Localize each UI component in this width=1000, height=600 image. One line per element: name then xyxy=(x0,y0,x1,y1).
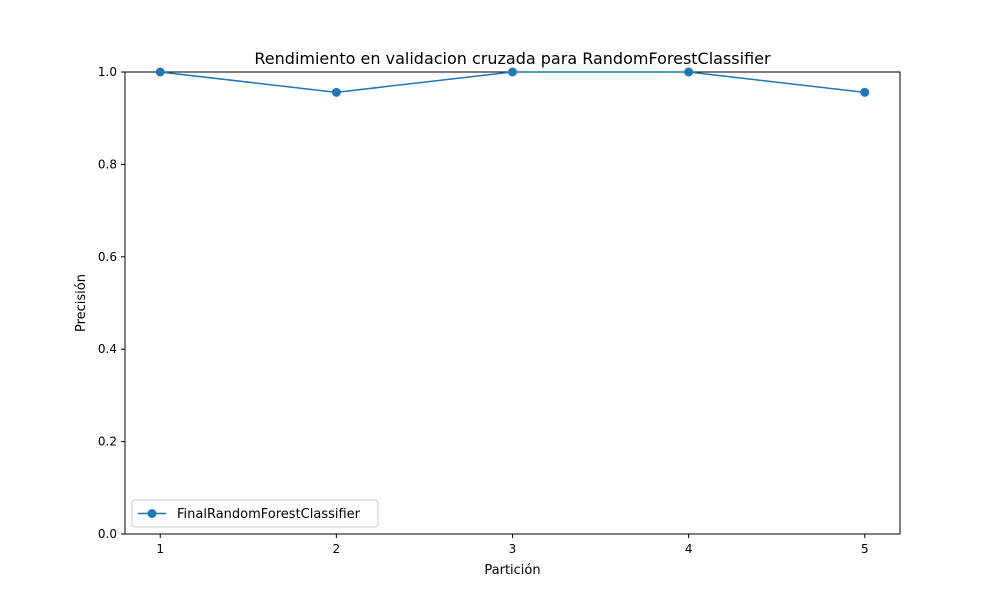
x-tick-label: 1 xyxy=(156,542,164,556)
chart-title: Rendimiento en validacion cruzada para R… xyxy=(254,49,771,68)
data-point xyxy=(155,67,165,77)
x-axis-label: Partición xyxy=(484,563,540,578)
data-point xyxy=(860,87,870,97)
data-point xyxy=(508,67,517,77)
y-axis-label: Precisión xyxy=(74,274,89,332)
y-tick-label: 0.6 xyxy=(98,250,117,264)
axes-frame xyxy=(124,71,901,535)
x-axis-ticks: 1 2 3 4 5 xyxy=(156,534,869,556)
y-tick-label: 0.4 xyxy=(98,342,117,356)
y-tick-label: 1.0 xyxy=(98,65,117,79)
x-tick-label: 4 xyxy=(685,542,693,556)
x-tick-label: 5 xyxy=(861,542,869,556)
y-tick-label: 0.2 xyxy=(98,435,117,449)
legend-entry-label: FinalRandomForestClassifier xyxy=(177,507,361,522)
data-point xyxy=(684,67,694,77)
data-point xyxy=(331,87,341,97)
x-tick-label: 2 xyxy=(333,542,341,556)
plot-area: 1 2 3 4 5 0.0 0.2 0.4 0.6 0.8 1.0 xyxy=(98,65,901,556)
legend-box xyxy=(131,499,379,528)
y-tick-label: 0.8 xyxy=(98,157,117,171)
y-axis-ticks: 0.0 0.2 0.4 0.6 0.8 1.0 xyxy=(98,65,125,541)
x-tick-label: 3 xyxy=(509,542,517,556)
legend-marker-swatch xyxy=(147,509,157,518)
series-layer xyxy=(155,67,870,97)
y-tick-label: 0.0 xyxy=(98,527,117,541)
legend: FinalRandomForestClassifier xyxy=(131,499,379,528)
